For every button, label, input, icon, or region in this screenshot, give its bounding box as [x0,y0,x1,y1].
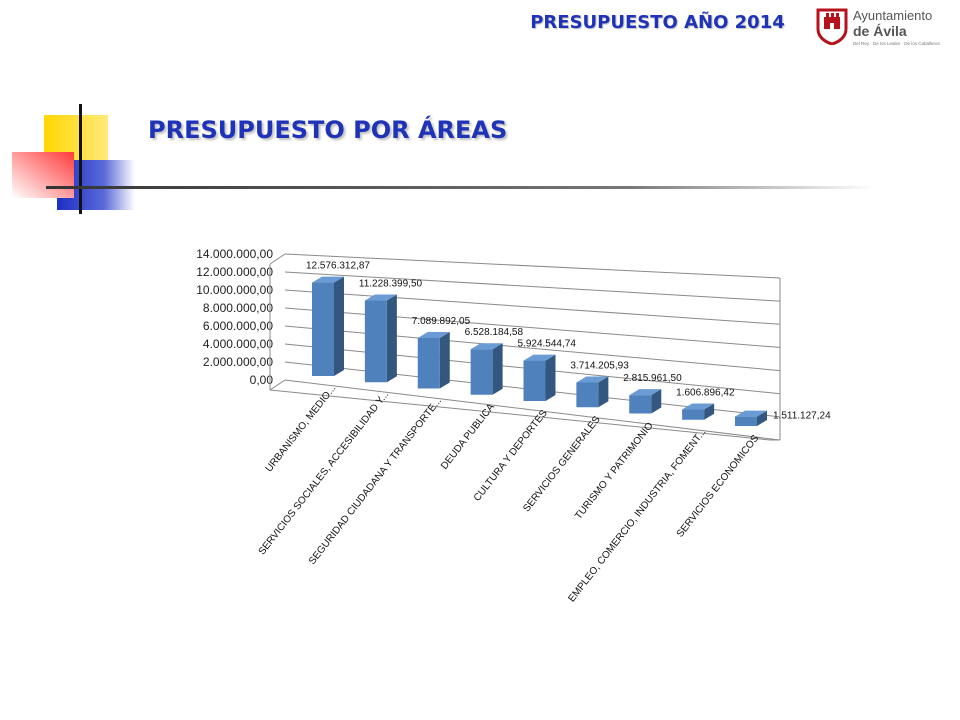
y-tick-label: 8.000.000,00 [203,301,273,315]
y-tick-label: 14.000.000,00 [196,247,273,261]
y-tick-label: 0,00 [250,373,274,387]
bar [364,300,387,383]
y-tick-label: 2.000.000,00 [203,355,273,369]
gridline [284,379,781,441]
x-tick-label: SEGURIDAD CIUDADANA Y TRANSPORTE... [307,396,444,567]
bar-top [735,410,767,417]
bar [417,337,440,389]
bar-side [386,294,397,383]
deco-red-square [12,152,74,198]
data-label: 5.924.544,74 [518,339,577,350]
wall-edge [269,253,286,265]
bar-side [598,376,609,408]
bar-top [470,343,503,350]
deco-vertical-line [79,104,82,214]
title-decoration [12,104,876,214]
x-tick-label: SERVICIOS SOCIALES, ACCESIBILIDAD Y... [257,389,392,557]
coat-of-arms-icon [816,8,848,45]
bar [682,409,705,420]
gridline [284,289,781,325]
bar-side [545,354,556,401]
bar [629,395,652,414]
bar-side [492,343,503,395]
x-tick-label: DEUDA PUBLICA [439,402,497,472]
data-label: 7.089.892,05 [412,316,471,327]
budget-chart: 0,00 2.000.000,00 4.000.000,00 6.000.000,00… [196,247,831,604]
bar-top [523,354,556,361]
bar-top [576,376,609,383]
data-label: 11.228.399,50 [359,279,423,290]
bar-side [757,410,767,426]
logo-name-line1: Ayuntamiento [853,8,933,23]
city-logo: Ayuntamiento de Ávila Del Rey · De los L… [813,6,953,46]
bar-side [439,331,450,389]
data-label: 1.606.896,42 [676,388,735,399]
y-tick-label: 10.000.000,00 [196,283,273,297]
data-label: 12.576.312,87 [306,261,370,272]
bar-top [682,403,715,410]
bar [470,349,493,395]
bar [735,416,757,426]
bar [312,282,334,376]
y-tick-label: 4.000.000,00 [203,337,273,351]
gridline [284,271,781,302]
section-title: PRESUPUESTO POR ÁREAS [148,116,508,144]
y-tick-label: 6.000.000,00 [203,319,273,333]
deco-horizontal-line [46,186,876,189]
bar-side [334,276,344,376]
logo-tagline: Del Rey · De los Leales · De los Caballe… [853,41,940,46]
wall-edge [269,379,286,391]
bar-side [704,403,715,420]
bar [523,360,546,401]
header-title: PRESUPUESTO AÑO 2014 [530,12,785,33]
floor-front-edge [269,389,771,441]
data-label: 1.511.127,24 [773,411,831,422]
bar-top [364,294,397,301]
data-label: 3.714.205,93 [570,360,629,371]
data-label: 2.815.961,50 [623,373,682,384]
bar [576,382,599,408]
y-tick-label: 12.000.000,00 [196,265,273,279]
data-label: 6.528.184,58 [465,327,524,338]
logo-name-line2: de Ávila [853,23,907,39]
bar-side [651,389,662,414]
bar-top [629,389,662,396]
gridline [284,253,781,279]
bar-top [312,276,344,283]
bar-top [417,331,450,338]
